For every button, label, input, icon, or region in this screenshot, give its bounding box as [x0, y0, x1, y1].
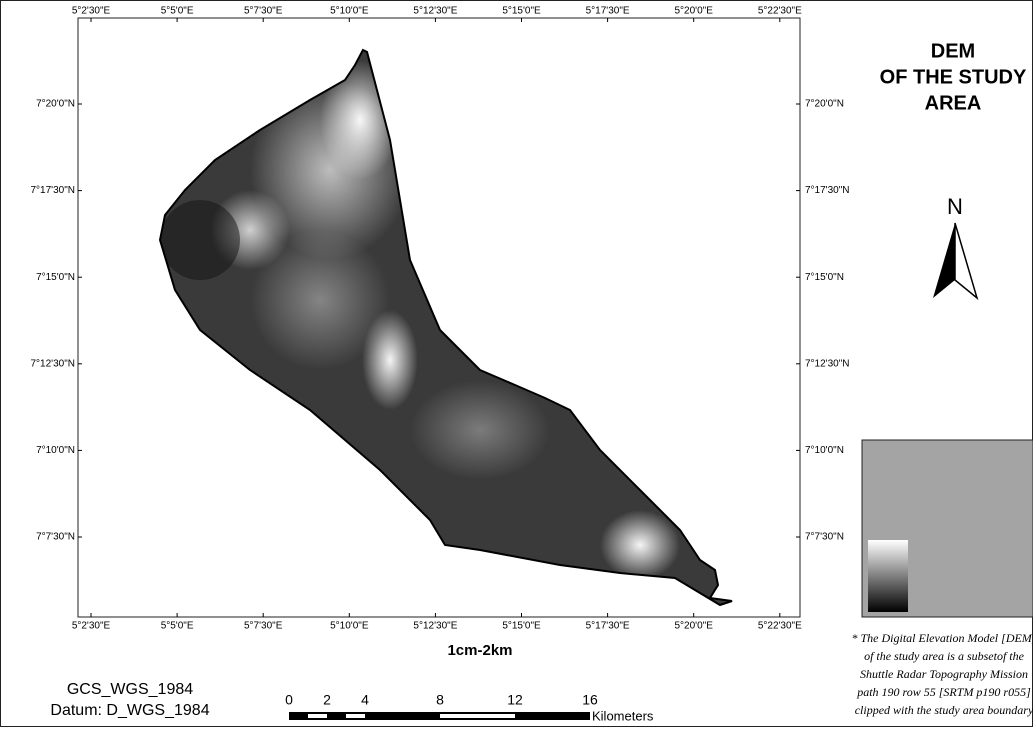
note: clipped with the study area boundary	[855, 703, 1033, 717]
lon-label: 5°22'30"E	[758, 6, 802, 17]
scale-bar-segment	[308, 714, 327, 718]
lon-label: 5°7'30"E	[244, 6, 283, 17]
lon-label: 5°15'0"E	[502, 621, 541, 632]
lat-label: 7°7'30"N	[36, 532, 75, 543]
lon-label: 5°7'30"E	[244, 621, 283, 632]
lat-label: 7°10'0"N	[805, 445, 844, 456]
legend-ramp	[868, 540, 908, 612]
lon-label: 5°15'0"E	[502, 6, 541, 17]
lon-label: 5°22'30"E	[758, 621, 802, 632]
lat-label: 7°12'30"N	[31, 358, 76, 369]
lon-label: 5°5'0"E	[161, 6, 194, 17]
lat-label: 7°17'30"N	[805, 185, 850, 196]
scale-tick: 2	[323, 692, 331, 708]
scale-unit: Kilometers	[592, 708, 654, 723]
scale-tick: 4	[361, 692, 369, 708]
lon-label: 5°2'30"E	[72, 6, 111, 17]
projection: Datum: D_WGS_1984	[50, 702, 209, 719]
lat-label: 7°17'30"N	[31, 185, 76, 196]
lat-label: 7°15'0"N	[805, 272, 844, 283]
lon-label: 5°2'30"E	[72, 621, 111, 632]
map-title: DEM	[931, 40, 975, 62]
lat-label: 7°20'0"N	[805, 99, 844, 110]
note: Shuttle Radar Topography Mission	[860, 667, 1028, 681]
north-label: N	[947, 194, 963, 219]
lat-label: 7°7'30"N	[805, 532, 844, 543]
scale-bar	[289, 712, 590, 720]
scale-tick: 8	[436, 692, 444, 708]
note: of the study area is a subsetof the	[864, 649, 1025, 663]
map-title: AREA	[925, 92, 982, 114]
scale-bar-segment	[440, 714, 515, 718]
scale-title: 1cm-2km	[447, 642, 512, 659]
scale-tick: 16	[582, 692, 598, 708]
scale-tick: 0	[285, 692, 293, 708]
scale-tick: 12	[507, 692, 523, 708]
lon-label: 5°17'30"E	[586, 621, 630, 632]
lon-label: 5°20'0"E	[675, 621, 714, 632]
lon-label: 5°20'0"E	[675, 6, 714, 17]
note: * The Digital Elevation Model [DEM]	[852, 631, 1033, 645]
lon-label: 5°10'0"E	[330, 621, 369, 632]
lat-label: 7°15'0"N	[36, 272, 75, 283]
lon-label: 5°5'0"E	[161, 621, 194, 632]
map-title: OF THE STUDY	[880, 66, 1027, 88]
lat-label: 7°12'30"N	[805, 358, 850, 369]
lon-label: 5°10'0"E	[330, 6, 369, 17]
projection: GCS_WGS_1984	[67, 681, 193, 698]
lon-label: 5°12'30"E	[413, 6, 457, 17]
scale-bar-segment	[346, 714, 365, 718]
lat-label: 7°10'0"N	[36, 445, 75, 456]
lon-label: 5°17'30"E	[586, 6, 630, 17]
lon-label: 5°12'30"E	[413, 621, 457, 632]
note: path 190 row 55 [SRTM p190 r055]	[856, 685, 1031, 699]
north-arrow	[933, 222, 979, 301]
lat-label: 7°20'0"N	[36, 99, 75, 110]
